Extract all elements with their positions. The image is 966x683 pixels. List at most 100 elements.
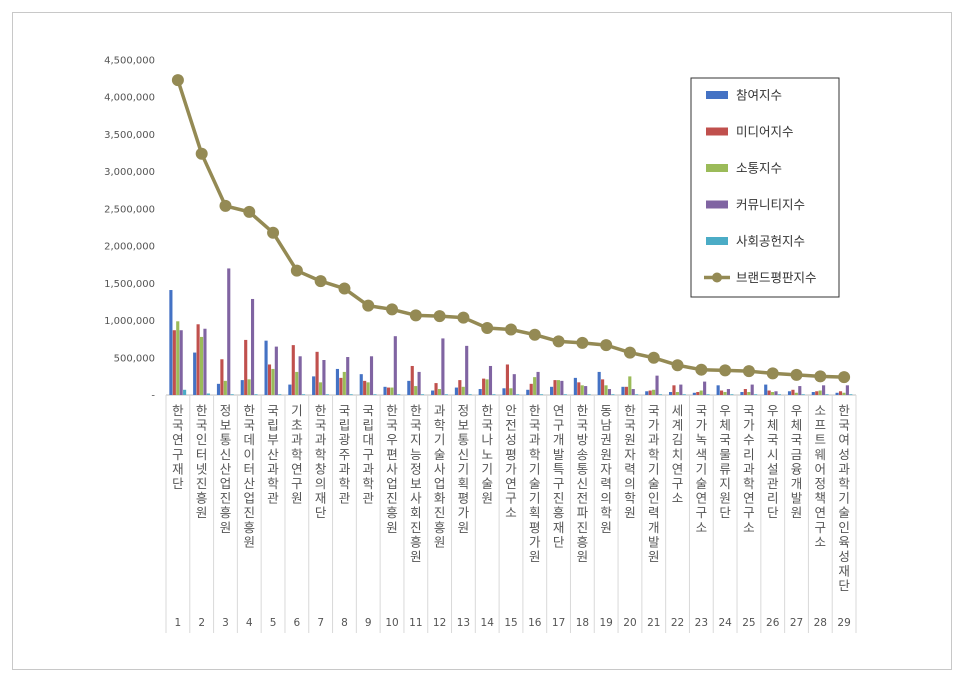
bar (774, 391, 778, 395)
bar (696, 392, 700, 395)
line-point (814, 370, 827, 383)
bar (648, 390, 652, 395)
bar (335, 368, 340, 395)
bar (437, 389, 442, 395)
bar (580, 385, 584, 395)
legend-swatch (706, 200, 728, 209)
legend-label: 미디어지수 (736, 124, 794, 139)
y-tick-label: 1,500,000 (104, 279, 155, 290)
legend-label: 사회공헌지수 (736, 234, 805, 249)
bar (791, 389, 795, 395)
bar (244, 339, 248, 395)
legend-label: 참여지수 (736, 88, 782, 103)
bar (838, 391, 843, 395)
bar (288, 384, 292, 395)
line-point (409, 309, 422, 322)
bar (420, 394, 425, 395)
bar (635, 394, 639, 395)
bar (842, 392, 846, 395)
bar (339, 377, 343, 395)
bar (794, 392, 798, 395)
line-point (576, 336, 589, 349)
bar (250, 298, 255, 395)
bar (645, 391, 649, 395)
bar (682, 394, 686, 395)
bar (604, 385, 608, 395)
bar (220, 359, 224, 395)
bar (509, 388, 513, 395)
line-point (457, 311, 470, 324)
legend-label: 브랜드평판지수 (736, 270, 817, 285)
bar (655, 375, 659, 395)
line-point (505, 323, 517, 336)
bar (169, 290, 173, 395)
bar (675, 392, 679, 395)
bar (822, 385, 826, 395)
bar (679, 384, 683, 395)
line-point (219, 199, 232, 212)
bar (315, 351, 319, 395)
bar (631, 389, 635, 395)
line-point (362, 299, 375, 312)
legend-box (690, 77, 840, 298)
bar (628, 376, 632, 395)
bar (529, 383, 533, 395)
bar (407, 380, 411, 395)
bar (539, 394, 544, 395)
bar (478, 389, 482, 395)
bar (771, 392, 775, 395)
rank-label: 10 (385, 617, 398, 629)
rank-label: 13 (457, 617, 470, 629)
bar (723, 392, 727, 395)
bar (601, 379, 605, 395)
line-point (267, 226, 280, 239)
bar (526, 389, 530, 395)
bar (577, 382, 581, 395)
legend-label: 소통지수 (736, 161, 782, 176)
bar (672, 385, 676, 395)
rank-label: 20 (623, 617, 636, 629)
bar (369, 356, 374, 395)
line-point (719, 364, 732, 377)
bar (359, 374, 363, 395)
bar (216, 383, 221, 395)
bar (492, 394, 496, 395)
bar (624, 386, 628, 395)
bar (373, 394, 377, 395)
bar (764, 384, 768, 395)
bar (240, 380, 244, 395)
bar (726, 389, 730, 395)
rank-label: 29 (837, 617, 850, 629)
bar (271, 368, 275, 395)
bar (777, 394, 781, 395)
bar (278, 394, 282, 395)
bar (363, 380, 367, 395)
rank-label: 28 (814, 617, 827, 629)
line-point (838, 371, 851, 384)
bar (267, 364, 272, 395)
bar (553, 380, 557, 395)
bar (264, 340, 268, 395)
bar (461, 386, 465, 395)
rank-label: 27 (790, 617, 803, 629)
bar (849, 394, 853, 395)
rank-label: 22 (671, 617, 684, 629)
line-point (314, 275, 327, 288)
y-tick-label: 3,000,000 (104, 167, 155, 178)
y-tick-label: - (151, 391, 155, 402)
